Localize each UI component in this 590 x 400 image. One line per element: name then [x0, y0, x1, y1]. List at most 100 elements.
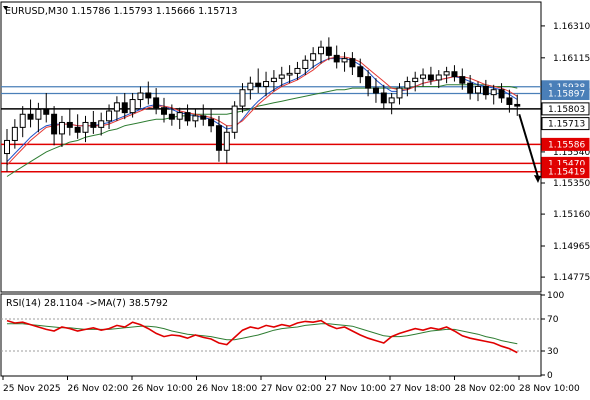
rsi-tick-label: 30 [547, 347, 559, 357]
candle-body [443, 71, 450, 76]
tag-black-0-bg [541, 102, 590, 116]
candle-body [302, 59, 309, 69]
candle-body [514, 103, 521, 107]
candle-body [208, 118, 215, 127]
candle-body [467, 82, 474, 94]
candle-body [357, 66, 364, 78]
candle-body [396, 87, 403, 99]
candle-body [325, 46, 332, 56]
candle-body [388, 97, 395, 104]
chart-title: EURUSD,M30 1.15786 1.15793 1.15666 1.157… [5, 6, 237, 17]
tag-red-0-bg [541, 137, 590, 151]
candle-body [145, 92, 152, 99]
candle-body [506, 97, 513, 105]
time-tick-label: 28 Nov 10:00 [519, 384, 580, 394]
tag-black-0-label: 1.15803 [548, 105, 585, 115]
candle-body [82, 121, 89, 133]
candle-body [278, 74, 285, 79]
candle-body [404, 81, 411, 89]
symbol-ohlc: EURUSD,M30 1.15786 1.15793 1.15666 1.157… [5, 6, 237, 17]
candle-body [66, 121, 73, 128]
candle-body [161, 107, 167, 115]
candle-body [286, 72, 293, 76]
time-tick-label: 26 Nov 02:00 [68, 384, 129, 394]
rsi-panel [0, 293, 542, 377]
candle-body [239, 89, 246, 107]
price-tick-label: 1.15350 [553, 179, 590, 189]
candle-body [27, 113, 34, 120]
rsi-ma-line [7, 323, 518, 345]
candle-body [90, 121, 97, 128]
candle-body [482, 85, 489, 96]
price-tick-label: 1.14965 [553, 242, 590, 252]
candle-body [270, 77, 277, 83]
candle-body [365, 76, 372, 89]
time-tick-label: 25 Nov 2025 [3, 384, 61, 394]
tag-blue-1-label: 1.15897 [548, 89, 585, 99]
candle-body [11, 126, 18, 141]
price-tick-label: 1.15160 [553, 210, 590, 220]
candle-body [200, 115, 207, 120]
price-panel [0, 1, 542, 293]
time-tick-label: 27 Nov 10:00 [326, 384, 387, 394]
price-axis: 1.163101.161151.159201.157251.155401.153… [541, 22, 590, 283]
tag-current-label: 1.15713 [548, 120, 585, 130]
candle-body [121, 102, 128, 114]
price-tags: 1.159381.158971.158031.155861.154701.154… [541, 80, 590, 179]
candle-body [349, 58, 356, 68]
candle-body [459, 76, 466, 84]
ma-line-0 [6, 84, 518, 177]
candle-body [475, 85, 481, 94]
time-tick-label: 27 Nov 02:00 [261, 384, 322, 394]
candle-body [43, 108, 50, 115]
price-tick-label: 1.15540 [553, 148, 590, 158]
candle-body [333, 54, 340, 63]
candle-body [498, 89, 505, 99]
candle-body [231, 105, 238, 133]
candle-body [129, 99, 136, 114]
candle-body [137, 92, 144, 101]
time-axis: 25 Nov 2025 26 Nov 02:00 26 Nov 10:00 26 No… [2, 376, 580, 394]
rsi-tick-label: 70 [547, 315, 559, 325]
candle-body [420, 74, 427, 79]
time-tick-label: 28 Nov 02:00 [455, 384, 516, 394]
tag-red-2-bg [541, 165, 590, 179]
tag-blue-1-bg [541, 86, 590, 100]
candle-body [184, 112, 191, 122]
candle-body [192, 115, 199, 122]
candle-body [74, 126, 81, 133]
candle-body [247, 82, 254, 91]
levels-layer [1, 86, 541, 173]
candle-body [215, 125, 222, 151]
candle-body [168, 113, 175, 120]
tag-red-1-label: 1.15470 [548, 159, 585, 169]
candle-body [176, 112, 183, 120]
tag-red-2-label: 1.15419 [548, 168, 585, 178]
rsi-tick-label: 0 [547, 371, 553, 381]
candle-body [153, 97, 160, 109]
candle-body [412, 77, 419, 83]
candle-body [380, 92, 387, 104]
price-tick-label: 1.16115 [553, 54, 590, 64]
price-tick-label: 1.16310 [553, 22, 590, 32]
candle-body [223, 131, 230, 151]
collapse-triangle-icon[interactable] [3, 6, 8, 10]
projection-arrowhead [534, 175, 541, 183]
time-tick-label: 26 Nov 10:00 [132, 384, 193, 394]
time-tick-label: 27 Nov 18:00 [390, 384, 451, 394]
candle-body [35, 108, 42, 120]
candle-body [310, 53, 317, 61]
rsi-line [6, 319, 518, 354]
candle-body [490, 89, 497, 96]
tag-current-bg [541, 117, 590, 131]
candle-body [51, 113, 58, 135]
rsi-tick-label: 100 [547, 291, 564, 301]
rsi-label: RSI(14) 28.1104 ->MA(7) 38.5792 [6, 298, 168, 309]
candle-body [341, 58, 348, 63]
price-tick-label: 1.14775 [553, 273, 590, 283]
candle-body [98, 120, 105, 128]
candle-body [294, 67, 301, 74]
projection-line [518, 113, 539, 178]
candle-body [427, 74, 434, 81]
candle-body [113, 102, 120, 112]
